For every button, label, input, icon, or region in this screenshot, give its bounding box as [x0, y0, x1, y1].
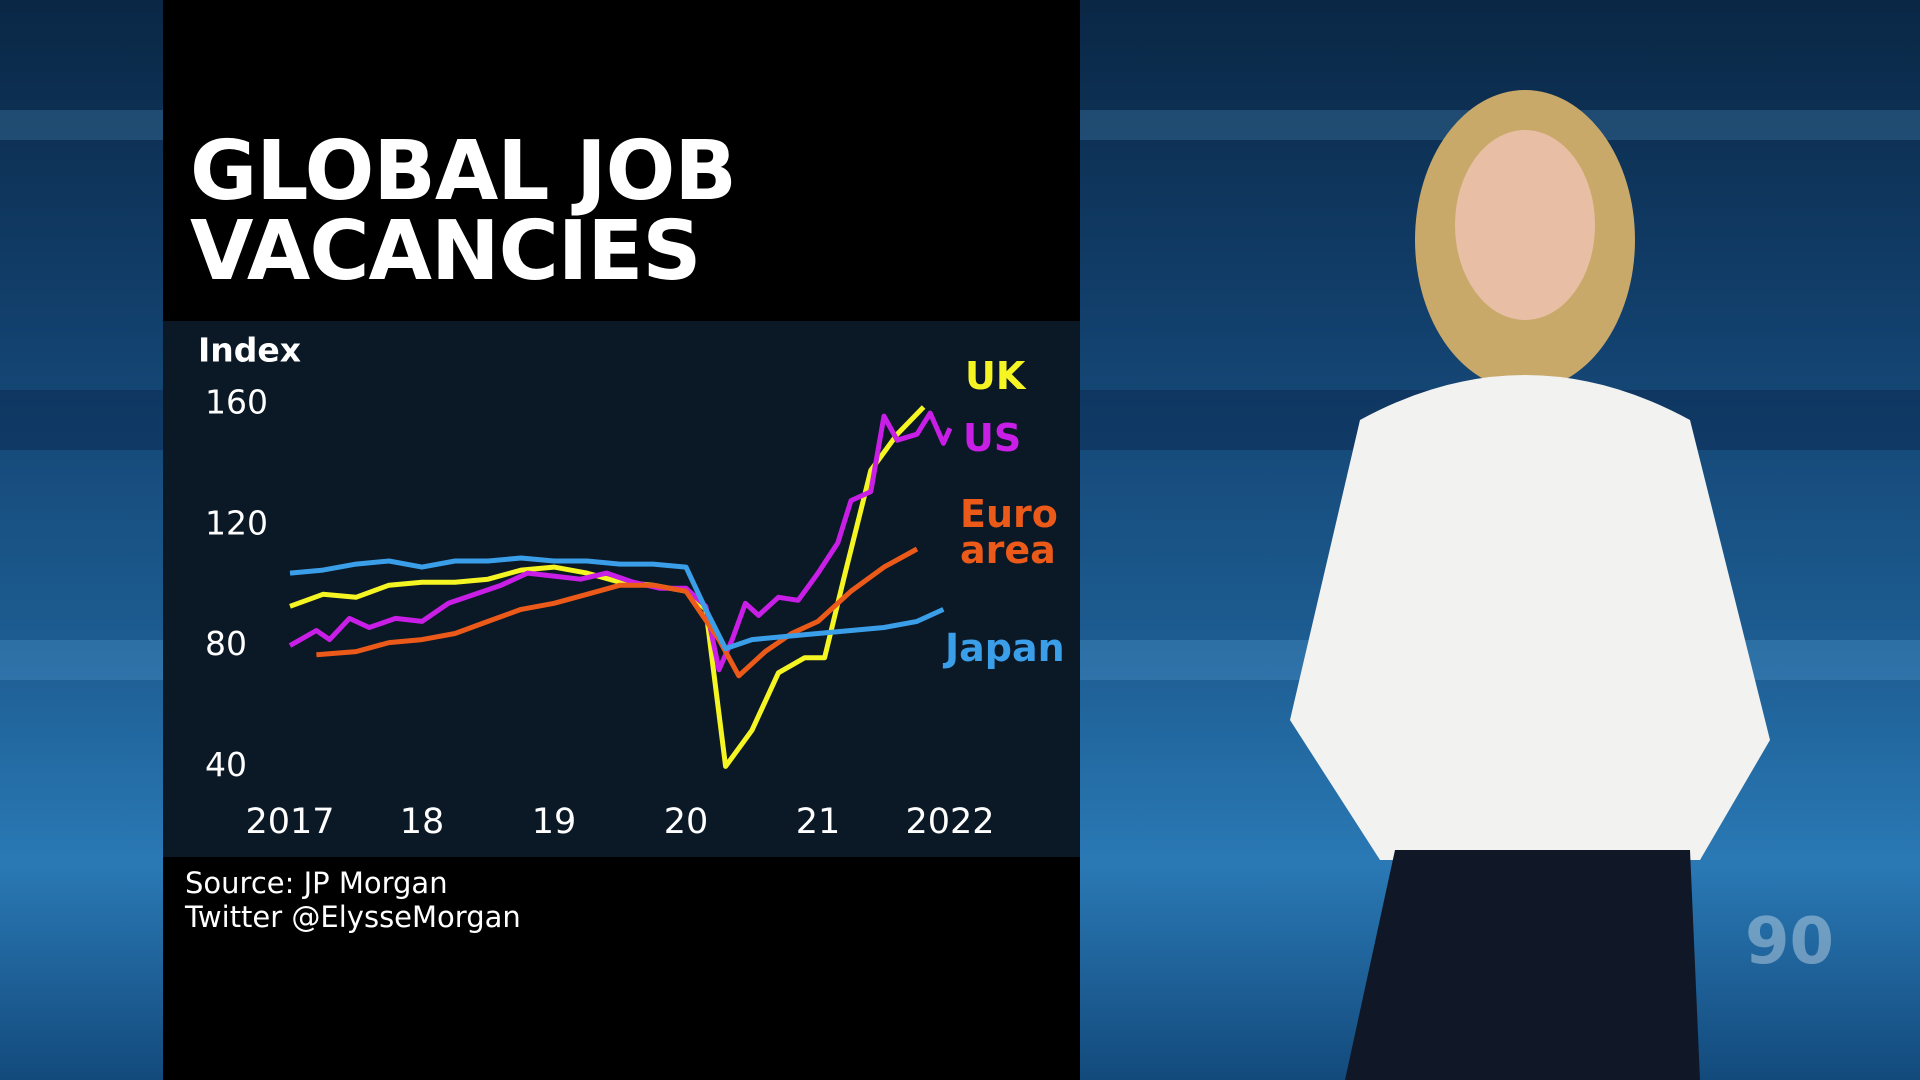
x-tick-label: 18: [400, 802, 445, 842]
x-tick-label: 2022: [905, 802, 994, 842]
x-tick-label: 21: [796, 802, 841, 842]
series-label: Japan: [945, 626, 1065, 670]
channel-logo: 90: [1745, 905, 1835, 979]
y-tick-label: 160: [205, 383, 268, 422]
series-line: [316, 546, 919, 679]
series-line: [289, 555, 945, 652]
x-tick-label: 20: [664, 802, 709, 842]
source: Source: JP Morgan: [185, 866, 448, 900]
chart-title: GLOBAL JOB VACANCIES: [190, 124, 737, 299]
y-tick-label: 80: [205, 624, 247, 663]
face: [1455, 130, 1595, 320]
series-label: US: [963, 416, 1022, 460]
x-tick-label: 2017: [245, 802, 334, 842]
shirt: [1290, 375, 1770, 860]
x-tick-label: 19: [532, 802, 577, 842]
series-label: Euro area: [960, 492, 1058, 572]
y-axis-label: Index: [198, 331, 301, 370]
y-tick-label: 120: [205, 503, 268, 542]
y-tick-label: 40: [205, 745, 247, 784]
plot-background: [163, 321, 1080, 857]
series-line: [288, 410, 953, 673]
series-label: UK: [965, 354, 1026, 398]
trousers: [1345, 850, 1700, 1080]
credit: Twitter @ElysseMorgan: [185, 900, 521, 934]
